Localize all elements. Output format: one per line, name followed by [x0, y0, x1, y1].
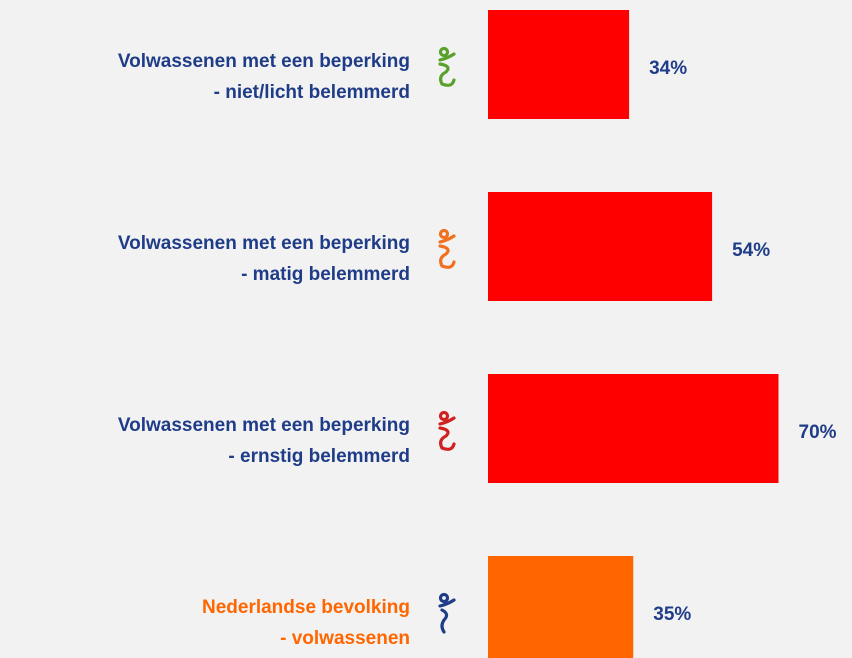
category-label: - volwassenen	[280, 628, 410, 649]
icon	[438, 228, 456, 269]
category-label: Volwassenen met een beperking	[118, 51, 410, 72]
value-label: 70%	[799, 422, 837, 443]
icon	[438, 410, 456, 451]
category-label: - niet/licht belemmerd	[214, 82, 410, 103]
value-label: 35%	[653, 604, 691, 625]
category-label: Volwassenen met een beperking	[118, 415, 410, 436]
value-label: 34%	[649, 58, 687, 79]
bar	[488, 192, 713, 301]
value-label: 54%	[732, 240, 770, 261]
icon	[438, 592, 456, 634]
bar	[488, 10, 630, 119]
category-label: Nederlandse bevolking	[202, 597, 410, 618]
category-label: Volwassenen met een beperking	[118, 233, 410, 254]
icon	[438, 46, 456, 87]
bar	[488, 556, 634, 658]
category-label: - matig belemmerd	[241, 264, 410, 285]
category-label: - ernstig belemmerd	[228, 446, 410, 467]
bar	[488, 374, 779, 483]
